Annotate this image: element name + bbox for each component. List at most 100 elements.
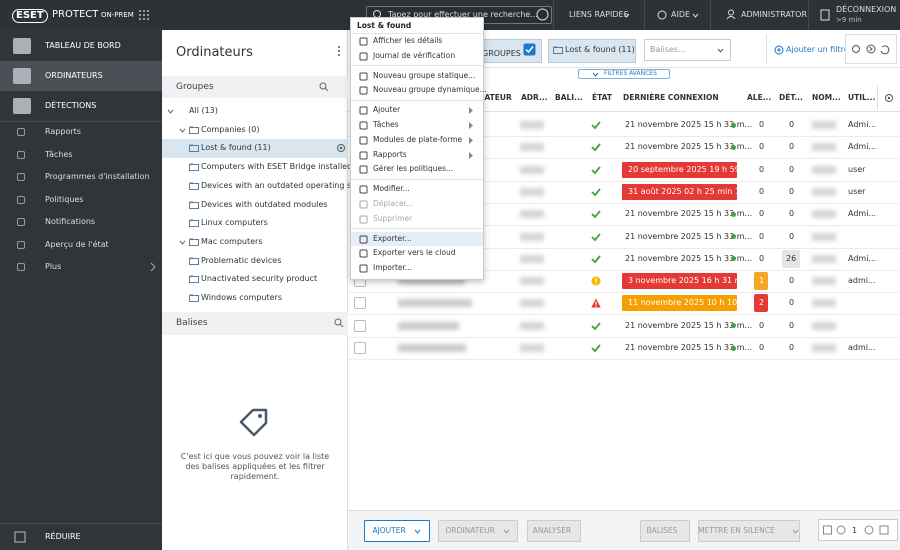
nav-item[interactable]: DÉTECTIONS (45, 101, 97, 110)
nav-item[interactable]: Aperçu de l'état (45, 239, 109, 249)
status-icon (591, 210, 601, 219)
panel-menu (338, 46, 340, 56)
nav-item[interactable]: TABLEAU DE BORD (45, 41, 121, 50)
column-header[interactable]: ALE... (747, 93, 772, 102)
user-name[interactable]: ADMINISTRATOR (741, 10, 808, 19)
online-dot (731, 256, 736, 262)
footer-button-label[interactable]: AJOUTER (372, 526, 406, 535)
column-header[interactable]: NOM... (812, 93, 841, 102)
menu-icon (359, 200, 368, 209)
column-header[interactable]: ORDINATEUR (457, 93, 512, 102)
menu-item[interactable]: Nouveau groupe dynamique... (373, 85, 487, 95)
row-line (348, 180, 900, 182)
folder-icon (189, 294, 199, 302)
footer-button-label[interactable]: ANALYSER (532, 526, 572, 535)
menu-item[interactable]: Modules de plate-forme (373, 134, 463, 144)
group-item[interactable]: Lost & found (11) (201, 143, 271, 153)
row-line (348, 247, 900, 249)
group-item[interactable]: Problematic devices (201, 255, 282, 265)
advanced-filters-label[interactable]: FILTRES AVANCÉS (604, 70, 657, 77)
help-menu[interactable]: AIDE (671, 10, 691, 19)
menu-item[interactable]: Gérer les politiques... (373, 164, 454, 174)
group-filter-label: Lost & found (11) (565, 45, 635, 54)
nav-icon (13, 38, 31, 54)
address (520, 210, 544, 219)
menu-item[interactable]: Rapports (373, 149, 407, 159)
nav-item[interactable]: ORDINATEURS (45, 71, 103, 80)
gear-icon (337, 144, 345, 153)
column-header[interactable]: ÉTAT (592, 93, 612, 102)
footer-button[interactable] (698, 520, 800, 542)
folder-icon (189, 144, 199, 153)
row-checkbox[interactable] (354, 319, 366, 332)
group-item[interactable]: Unactivated security product (201, 274, 318, 284)
menu-icon (359, 264, 368, 273)
logout[interactable]: DÉCONNEXION (836, 5, 897, 14)
column-header[interactable]: UTIL... (848, 93, 876, 102)
collapse-icon (14, 531, 26, 543)
nav-item[interactable]: Tâches (45, 149, 73, 159)
footer-button[interactable] (527, 520, 581, 542)
column-header[interactable]: BALI... (555, 93, 583, 102)
quick-links[interactable]: LIENS RAPIDES (569, 10, 629, 19)
icon-part (338, 50, 340, 52)
folder-icon (189, 182, 199, 190)
nav-icon (17, 195, 25, 204)
footer-button[interactable] (364, 520, 430, 542)
connection-alert (622, 295, 737, 312)
menu-item[interactable]: Ajouter (373, 105, 401, 115)
nav-icon (13, 98, 31, 114)
row-checkbox[interactable] (354, 342, 366, 354)
footer-button-label[interactable]: METTRE EN SILENCE (697, 526, 775, 535)
nav-item[interactable]: Politiques (45, 194, 84, 204)
add-filter[interactable]: Ajouter un filtre (786, 45, 849, 54)
column-header[interactable]: DERNIÈRE CONNEXION (623, 93, 719, 102)
status-icon (591, 298, 601, 308)
submenu-arrow (469, 136, 473, 144)
nav-item[interactable]: Rapports (45, 127, 81, 136)
address (520, 254, 544, 263)
last-connection: 21 novembre 2025 15 h 33 m... (625, 320, 753, 330)
menu-item[interactable]: Importer... (373, 263, 413, 272)
group-item[interactable]: Computers with ESET Bridge installed (201, 162, 353, 172)
nav-item[interactable]: Plus (45, 262, 62, 271)
menu-item[interactable]: Exporter... (373, 233, 412, 243)
advanced-filters[interactable] (578, 69, 670, 79)
menu-item[interactable]: Nouveau groupe statique... (373, 70, 476, 80)
icon-part (139, 18, 141, 20)
group-item[interactable]: Devices with an outdated operating syste… (201, 180, 376, 190)
footer-button[interactable] (640, 520, 690, 542)
row-checkbox[interactable] (354, 297, 366, 310)
nav-item[interactable]: Programmes d'installation (45, 172, 150, 181)
footer-button-label[interactable]: BALISES (646, 526, 678, 535)
menu-item[interactable]: Journal de vérification (373, 50, 456, 60)
product-name: PROTECT (52, 9, 99, 20)
icon-part (591, 210, 601, 219)
column-header[interactable]: ADR... (521, 93, 548, 102)
nav-item[interactable]: Notifications (45, 217, 96, 226)
group-item[interactable]: Companies (0) (201, 124, 260, 134)
nav-icon (17, 240, 25, 249)
column-header[interactable]: DÉT... (779, 93, 803, 102)
icon-part (414, 529, 420, 534)
group-item[interactable]: Linux computers (201, 218, 268, 228)
menu-item[interactable]: Afficher les détails (373, 36, 443, 45)
help-icon (657, 10, 667, 20)
icon-part (525, 46, 534, 54)
status-icon (591, 344, 601, 353)
menu-item[interactable]: Modifier... (373, 184, 410, 194)
group-item[interactable]: Mac computers (201, 236, 263, 246)
group-item[interactable]: All (13) (189, 106, 218, 115)
group-item[interactable]: Windows computers (201, 293, 283, 302)
collapse[interactable]: RÉDUIRE (45, 532, 81, 541)
separator (0, 121, 162, 122)
footer-button-label[interactable]: ORDINATEUR (445, 526, 495, 535)
menu-item[interactable]: Tâches (373, 120, 399, 130)
folder-icon (189, 219, 199, 228)
tags-filter[interactable] (644, 39, 731, 61)
group-item[interactable]: Devices with outdated modules (201, 199, 328, 209)
menu-item[interactable]: Exporter vers le cloud (373, 248, 456, 258)
groups-toggle-label[interactable]: GROUPES (482, 49, 521, 58)
footer-button[interactable] (438, 520, 518, 542)
icon-part (189, 201, 199, 209)
